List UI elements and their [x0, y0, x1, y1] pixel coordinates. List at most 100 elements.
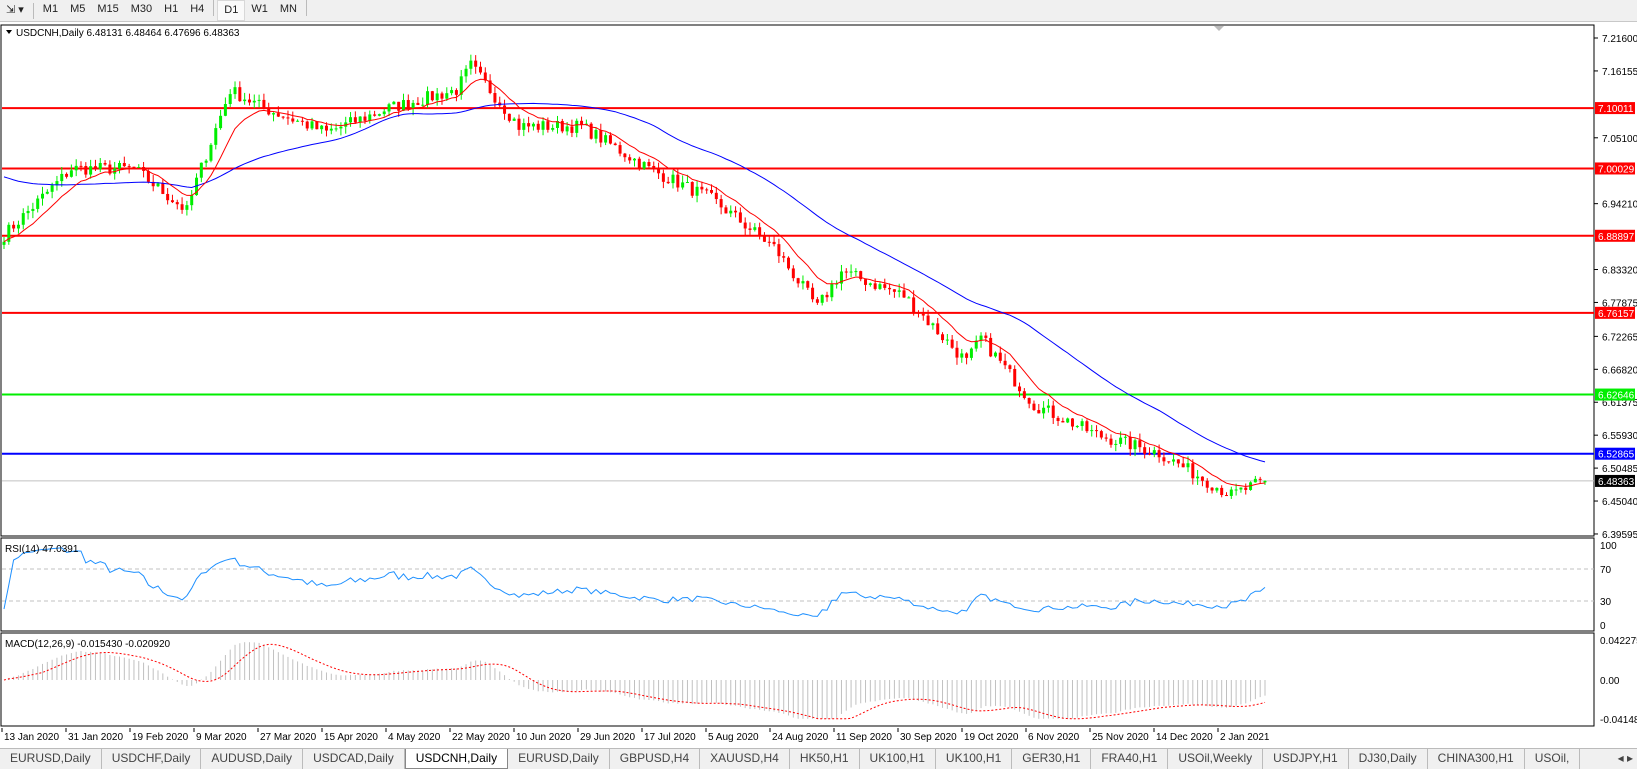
chart-tab[interactable]: FRA40,H1 [1091, 749, 1169, 769]
timeframe-d1[interactable]: D1 [217, 0, 246, 21]
timeframe-m15[interactable]: M15 [97, 3, 119, 15]
toolbar-divider [305, 0, 307, 16]
chart-tab[interactable]: EURUSD,Daily [508, 749, 610, 769]
bull-candle [426, 91, 430, 105]
chart-tab[interactable]: GER30,H1 [1012, 749, 1092, 769]
price-tick-label: 6.66820 [1602, 365, 1637, 376]
bear-candle [281, 116, 285, 118]
bear-candle [936, 323, 940, 335]
bear-candle [262, 99, 266, 108]
bull-candle [387, 104, 391, 112]
bull-candle [21, 213, 25, 225]
bear-candle [1104, 437, 1108, 439]
macd-signal-line [3, 643, 1266, 720]
bear-candle [652, 165, 656, 169]
chart-tab[interactable]: EURUSD,Daily [0, 749, 102, 769]
bull-candle [26, 210, 30, 214]
chart-tools-icon[interactable]: ⇲ ▾ [6, 4, 24, 16]
chart-shift-marker-icon [1214, 26, 1224, 31]
bull-candle [450, 90, 454, 94]
chart-tab[interactable]: XAUUSD,H4 [700, 749, 790, 769]
bear-candle [363, 116, 367, 121]
chart-tab[interactable]: USDCNH,Daily [404, 749, 509, 769]
date-label: 22 May 2020 [452, 732, 510, 743]
price-tick-label: 7.21600 [1602, 34, 1637, 45]
bear-candle [705, 189, 709, 191]
chart-tab[interactable]: DJ30,Daily [1349, 749, 1428, 769]
timeframe-m30[interactable]: M30 [130, 3, 153, 15]
bear-candle [1200, 476, 1204, 481]
chart-tab[interactable]: USOil,Weekly [1168, 749, 1264, 769]
timeframe-h4[interactable]: H4 [190, 3, 205, 15]
chart-tabs: EURUSD,Daily USDCHF,Daily AUDUSD,Daily USDC… [0, 748, 1637, 769]
bear-candle [647, 162, 651, 166]
bull-candle [358, 116, 362, 123]
bull-candle [1133, 440, 1137, 450]
rsi-label: RSI(14) 47.0391 [5, 544, 79, 555]
chart-tab[interactable]: USDCHF,Daily [102, 749, 202, 769]
chart-tab[interactable]: USDJPY,H1 [1263, 749, 1349, 769]
date-label: 19 Feb 2020 [132, 732, 189, 743]
level-price-label: 6.88897 [1598, 232, 1635, 243]
bear-candle [488, 80, 492, 94]
bull-candle [55, 181, 59, 186]
timeframe-w1[interactable]: W1 [251, 3, 268, 15]
timeframe-h1[interactable]: H1 [164, 3, 179, 15]
bear-candle [815, 299, 819, 303]
bull-candle [223, 104, 227, 116]
bull-candle [113, 168, 117, 174]
bull-candle [435, 93, 439, 101]
date-label: 4 May 2020 [388, 732, 441, 743]
bear-candle [926, 315, 930, 326]
chart-tab[interactable]: HK50,H1 [790, 749, 860, 769]
bull-candle [1215, 487, 1219, 491]
bull-candle [820, 294, 824, 303]
bear-candle [108, 164, 112, 174]
chart-tab[interactable]: AUDUSD,Daily [201, 749, 304, 769]
bear-candle [902, 290, 906, 298]
bear-candle [103, 163, 107, 165]
bull-candle [1186, 463, 1190, 468]
bull-candle [45, 191, 49, 194]
chart-window[interactable]: 7.21600 7.16155 7.05100 6.94210 6.83320 6.778… [0, 22, 1637, 748]
tab-scroll-arrows-icon[interactable]: ◂ ▸ [1617, 751, 1633, 765]
bull-candle [50, 185, 54, 192]
date-label: 11 Sep 2020 [836, 732, 892, 743]
bull-candle [310, 121, 314, 129]
bear-candle [517, 118, 521, 130]
chart-tab[interactable]: UK100,H1 [860, 749, 936, 769]
bear-candle [657, 168, 661, 174]
bear-candle [238, 87, 242, 102]
bear-candle [503, 105, 507, 114]
bear-candle [373, 114, 377, 116]
bear-candle [912, 297, 916, 313]
chart-tab[interactable]: UK100,H1 [936, 749, 1013, 769]
bear-candle [161, 183, 165, 194]
bull-candle [753, 227, 757, 230]
chart-tab[interactable]: USOil, [1525, 749, 1581, 769]
chart-tab[interactable]: CHINA300,H1 [1428, 749, 1525, 769]
bull-candle [1172, 459, 1176, 462]
chart-tab[interactable]: GBPUSD,H4 [610, 749, 701, 769]
date-label: 5 Aug 2020 [708, 732, 759, 743]
bear-candle [560, 121, 564, 132]
date-label: 31 Jan 2020 [68, 732, 123, 743]
bear-candle [950, 339, 954, 348]
bull-candle [190, 195, 194, 206]
bear-candle [883, 284, 887, 288]
chart-tab[interactable]: USDCAD,Daily [303, 749, 405, 769]
date-label: 6 Nov 2020 [1028, 732, 1080, 743]
level-price-badge [1595, 102, 1635, 115]
bull-candle [16, 224, 20, 229]
timeframe-m1[interactable]: M1 [42, 3, 59, 15]
bear-candle [859, 271, 863, 280]
timeframe-mn[interactable]: MN [279, 3, 297, 15]
bull-candle [31, 208, 35, 211]
bull-candle [1234, 489, 1238, 491]
macd-tick-label: -0.04148 [1600, 715, 1637, 726]
toolbar-divider [213, 0, 215, 16]
bear-candle [623, 153, 627, 158]
bear-candle [1032, 403, 1036, 411]
timeframe-m5[interactable]: M5 [70, 3, 86, 15]
bear-candle [1022, 391, 1026, 398]
